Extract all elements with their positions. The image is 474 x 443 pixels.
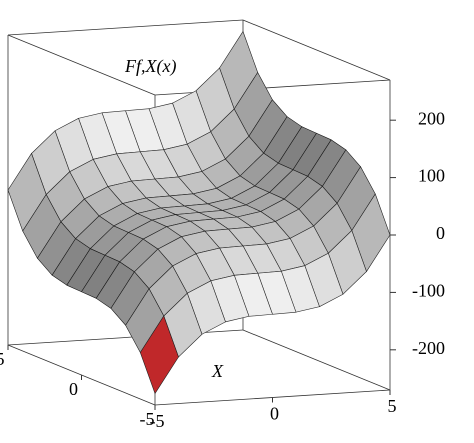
z-tick-label: 0 [436,223,445,243]
box-edge [7,19,244,36]
y-tick-label: 5 [388,396,397,416]
y-tick-label: 0 [270,404,279,424]
z-tick-label: 200 [418,108,445,128]
z-tick-label: 100 [418,166,445,186]
x-tick-label: 5 [0,349,5,369]
box-edge [7,34,156,96]
box-edge [154,79,391,96]
box-edge [242,19,391,81]
x-tick-label: -5 [140,409,155,429]
surface-cell [139,315,179,395]
z-axis-label: Ff,X(x) [124,56,176,77]
x-axis-label: X [211,361,224,381]
box-edge [7,329,244,346]
x-tick-label: 0 [69,379,78,399]
z-tick-label: -100 [412,281,445,301]
box-edge [242,329,391,391]
y-tick-label: -5 [150,411,165,431]
z-tick-label: -200 [412,338,445,358]
